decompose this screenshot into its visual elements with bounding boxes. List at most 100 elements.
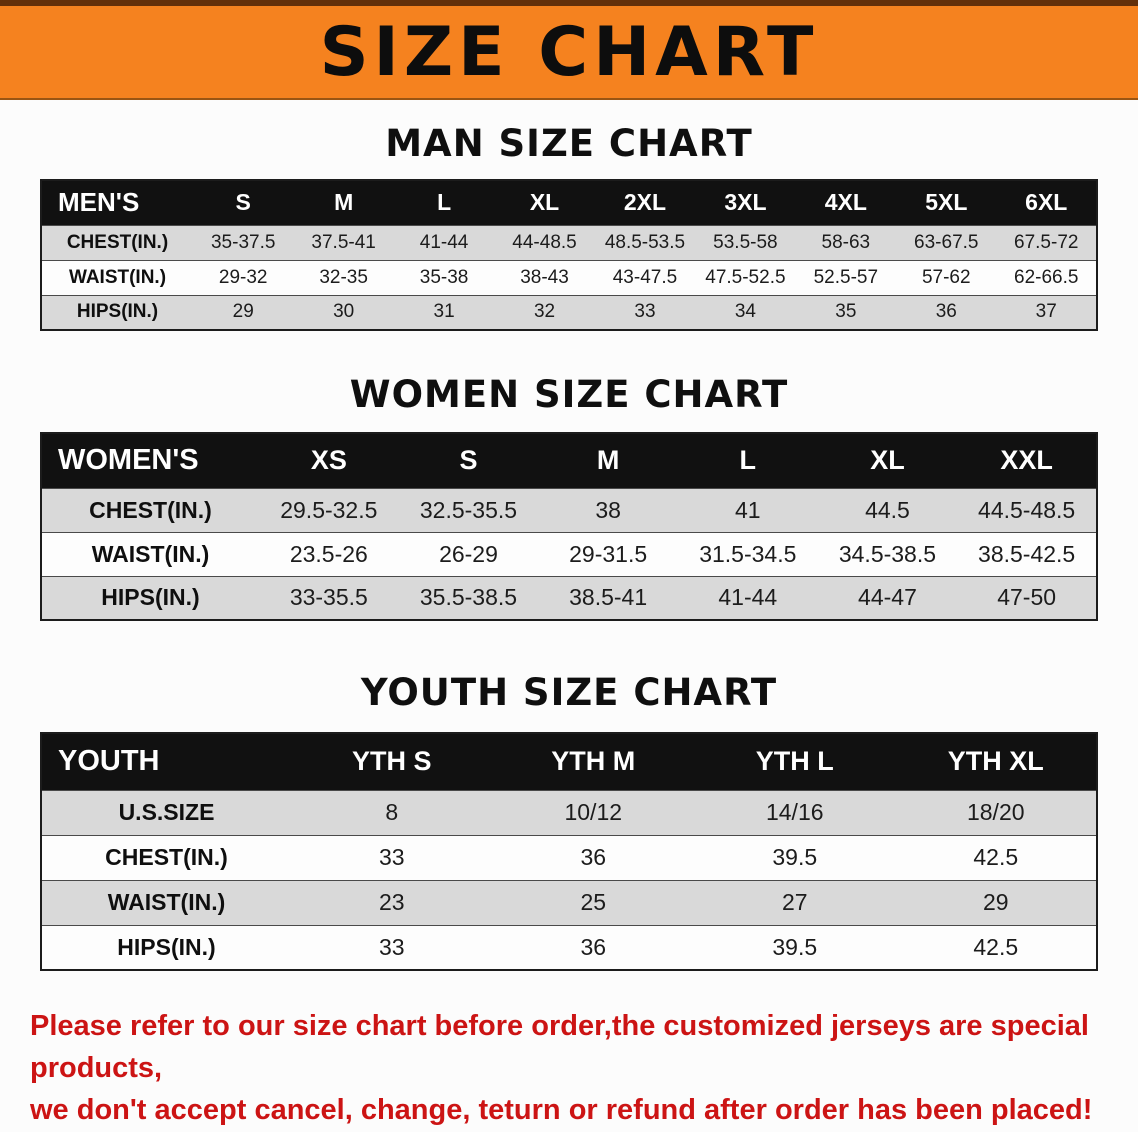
section-women: WOMEN SIZE CHART WOMEN'S XS S M L XL XXL CHEST(…: [0, 373, 1138, 621]
size-value-cell: 27: [781, 889, 808, 915]
size-value-cell: 23: [378, 889, 405, 915]
size-value-cell: 44.5-48.5: [978, 496, 1076, 523]
size-value-cell: 37: [1035, 301, 1057, 323]
size-value-cell: 36: [580, 844, 607, 870]
size-value-cell: 42.5: [973, 844, 1019, 870]
size-value-cell: 44-47: [858, 584, 917, 611]
table-header-row: MEN'S S M L XL 2XL 3XL 4XL 5XL 6XL: [41, 180, 1097, 225]
table-row: CHEST(IN.) 35-37.5 37.5-41 41-44 44-48.5 48.5…: [41, 225, 1097, 260]
row-label: WAIST(IN.): [68, 266, 167, 288]
size-value-cell: 37.5-41: [311, 231, 376, 253]
size-col-header: 4XL: [795, 180, 897, 225]
footer-note-line-1: Please refer to our size chart before or…: [30, 1010, 1089, 1085]
size-value-cell: 44.5: [865, 496, 910, 523]
size-col-header: YTH M: [492, 733, 694, 790]
size-col-header: M: [538, 433, 678, 488]
size-value-cell: 31.5-34.5: [699, 540, 797, 567]
table-row: WAIST(IN.) 23.5-26 26-29 29-31.5 31.5-34.5 34…: [41, 532, 1097, 576]
size-value-cell: 34: [734, 301, 756, 323]
footer-note: Please refer to our size chart before or…: [30, 1005, 1108, 1131]
table-row: WAIST(IN.) 29-32 32-35 35-38 38-43 43-47.5 47.…: [41, 260, 1097, 295]
size-value-cell: 10/12: [564, 799, 623, 825]
corner-cell: MEN'S: [41, 180, 193, 225]
size-value-cell: 47-50: [997, 584, 1057, 611]
size-col-header: XXL: [957, 433, 1097, 488]
row-label: WAIST(IN.): [107, 889, 226, 915]
size-value-cell: 57-62: [921, 266, 971, 288]
size-col-header: XL: [494, 180, 595, 225]
women-section-heading: WOMEN SIZE CHART: [349, 373, 789, 416]
size-value-cell: 35.5-38.5: [419, 584, 518, 611]
size-col-header: YTH S: [291, 733, 493, 790]
table-row: HIPS(IN.) 33 36 39.5 42.5: [41, 925, 1097, 970]
size-value-cell: 26-29: [439, 540, 498, 567]
size-value-cell: 29-31.5: [569, 540, 648, 567]
size-value-cell: 67.5-72: [1014, 231, 1079, 253]
table-row: U.S.SIZE 8 10/12 14/16 18/20: [41, 790, 1097, 835]
size-col-header: XL: [817, 433, 958, 488]
size-value-cell: 29-32: [218, 266, 268, 288]
size-value-cell: 43-47.5: [612, 266, 678, 288]
size-value-cell: 41: [735, 496, 761, 523]
size-value-cell: 25: [580, 889, 607, 915]
men-section-heading: MAN SIZE CHART: [385, 122, 753, 165]
size-value-cell: 38.5-41: [569, 584, 648, 611]
row-label: U.S.SIZE: [118, 799, 215, 825]
row-label: WAIST(IN.): [91, 540, 210, 567]
row-label: HIPS(IN.): [76, 301, 159, 323]
size-col-header: L: [677, 433, 818, 488]
table-header-row: YOUTH YTH S YTH M YTH L YTH XL: [41, 733, 1097, 790]
youth-size-table: YOUTH YTH S YTH M YTH L YTH XL U.S.SIZE 8 10/12…: [40, 732, 1098, 971]
size-col-header: YTH L: [694, 733, 896, 790]
size-value-cell: 36: [580, 933, 607, 960]
size-col-header: XS: [259, 433, 399, 488]
size-value-cell: 44-48.5: [512, 231, 577, 253]
table-row: HIPS(IN.) 29 30 31 32 33 34 35 36 37: [41, 295, 1097, 330]
size-col-header: S: [398, 433, 539, 488]
size-value-cell: 41-44: [718, 584, 778, 611]
size-value-cell: 48.5-53.5: [604, 231, 686, 253]
table-header-row: WOMEN'S XS S M L XL XXL: [41, 433, 1097, 488]
size-value-cell: 63-67.5: [914, 231, 979, 253]
size-value-cell: 35: [835, 301, 857, 323]
row-label: CHEST(IN.): [89, 496, 212, 523]
size-value-cell: 35-38: [419, 266, 469, 288]
size-col-header: 3XL: [695, 180, 796, 225]
size-value-cell: 41-44: [419, 231, 469, 253]
size-value-cell: 38-43: [520, 266, 569, 288]
size-value-cell: 14/16: [765, 799, 824, 825]
row-label: HIPS(IN.): [117, 933, 216, 960]
size-value-cell: 33: [378, 844, 405, 870]
size-value-cell: 32-35: [319, 266, 368, 288]
table-row: HIPS(IN.) 33-35.5 35.5-38.5 38.5-41 41-44 44-…: [41, 576, 1097, 620]
size-col-header: M: [293, 180, 394, 225]
size-value-cell: 33: [634, 301, 656, 323]
table-row: CHEST(IN.) 33 36 39.5 42.5: [41, 835, 1097, 880]
size-col-header: YTH XL: [895, 733, 1097, 790]
size-value-cell: 52.5-57: [813, 266, 879, 288]
size-value-cell: 39.5: [772, 844, 818, 870]
row-label: HIPS(IN.): [101, 584, 200, 611]
size-col-header: 2XL: [594, 180, 696, 225]
size-value-cell: 36: [935, 301, 957, 323]
size-value-cell: 29: [982, 889, 1009, 915]
size-col-header: 6XL: [996, 180, 1097, 225]
size-value-cell: 42.5: [973, 933, 1019, 960]
size-value-cell: 39.5: [772, 933, 818, 960]
size-value-cell: 8: [385, 799, 399, 825]
women-size-table: WOMEN'S XS S M L XL XXL CHEST(IN.) 29.5-32.5 32.5…: [40, 432, 1098, 621]
size-value-cell: 32: [533, 301, 556, 323]
section-men: MAN SIZE CHART MEN'S S M L XL 2XL 3XL 4XL 5XL 6XL…: [0, 122, 1138, 331]
size-value-cell: 35-37.5: [210, 231, 276, 253]
size-value-cell: 62-66.5: [1014, 266, 1079, 288]
size-value-cell: 38: [595, 496, 621, 523]
size-value-cell: 33-35.5: [289, 584, 368, 611]
footer-note-line-2: we don't accept cancel, change, teturn o…: [30, 1094, 1093, 1127]
size-value-cell: 34.5-38.5: [838, 540, 937, 567]
corner-cell: YOUTH: [41, 733, 291, 790]
size-value-cell: 29.5-32.5: [280, 496, 378, 523]
size-value-cell: 30: [333, 301, 355, 323]
size-value-cell: 47.5-52.5: [705, 266, 786, 288]
size-value-cell: 18/20: [966, 799, 1025, 825]
